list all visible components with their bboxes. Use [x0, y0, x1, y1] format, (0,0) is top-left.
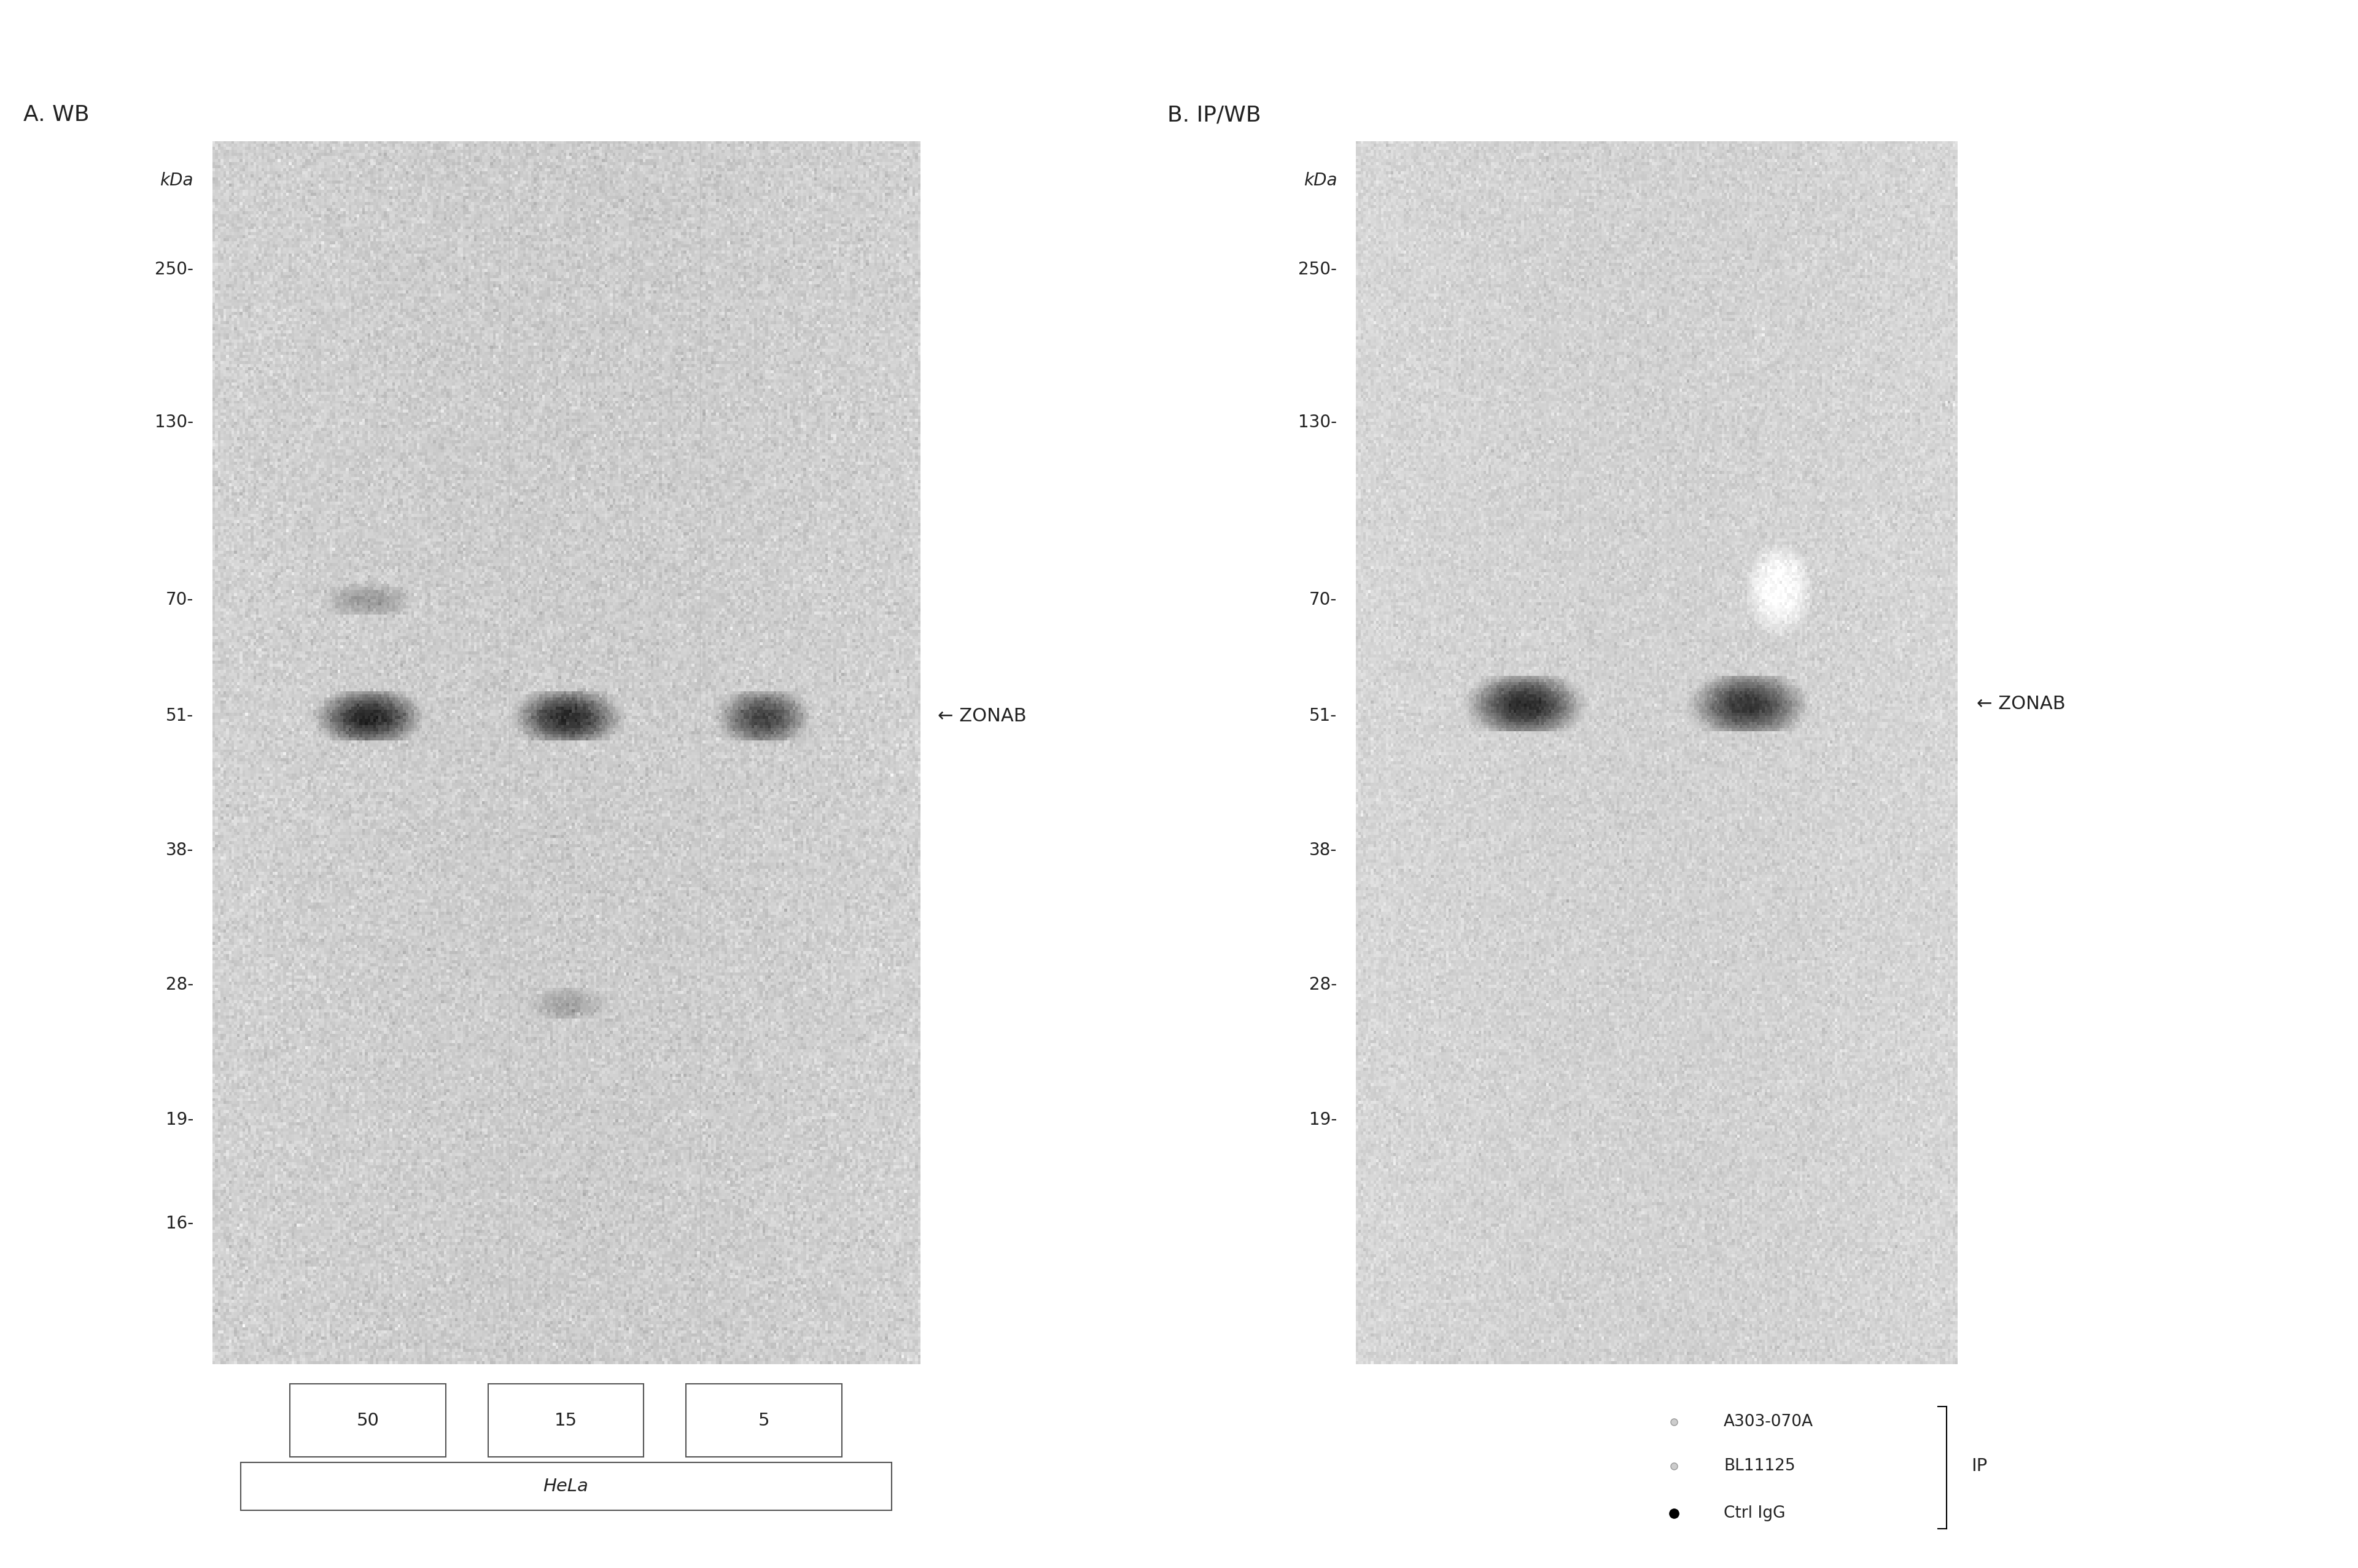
Text: 5: 5	[759, 1411, 769, 1428]
Text: 38-: 38-	[1309, 842, 1337, 859]
Bar	[290, 1385, 446, 1457]
Text: kDa: kDa	[160, 172, 193, 188]
Text: 38-: 38-	[165, 842, 193, 859]
Text: A303-070A: A303-070A	[1724, 1414, 1813, 1430]
Text: 50: 50	[356, 1411, 380, 1428]
Text: 250-: 250-	[156, 260, 193, 278]
Text: 28-: 28-	[1309, 977, 1337, 994]
Text: 28-: 28-	[165, 977, 193, 994]
Text: 19-: 19-	[165, 1112, 193, 1127]
Bar	[488, 1385, 644, 1457]
Text: 130-: 130-	[1299, 414, 1337, 431]
Text: ← ZONAB: ← ZONAB	[1976, 695, 2066, 712]
Text: Ctrl IgG: Ctrl IgG	[1724, 1505, 1785, 1521]
Text: 15: 15	[554, 1411, 578, 1428]
Bar	[241, 1463, 891, 1510]
Text: 51-: 51-	[1309, 707, 1337, 724]
Text: 51-: 51-	[165, 707, 193, 724]
Text: 70-: 70-	[165, 591, 193, 608]
Text: 16-: 16-	[165, 1215, 193, 1232]
Text: HeLa: HeLa	[542, 1479, 590, 1494]
Text: 130-: 130-	[156, 414, 193, 431]
Text: IP: IP	[1971, 1458, 1988, 1474]
Text: B. IP/WB: B. IP/WB	[1167, 105, 1262, 125]
Text: A. WB: A. WB	[24, 105, 90, 125]
Text: ← ZONAB: ← ZONAB	[938, 707, 1026, 724]
Text: 250-: 250-	[1299, 260, 1337, 278]
Text: 19-: 19-	[1309, 1112, 1337, 1127]
Text: BL11125: BL11125	[1724, 1458, 1794, 1474]
Text: 70-: 70-	[1309, 591, 1337, 608]
Bar	[686, 1385, 842, 1457]
Text: kDa: kDa	[1304, 172, 1337, 188]
